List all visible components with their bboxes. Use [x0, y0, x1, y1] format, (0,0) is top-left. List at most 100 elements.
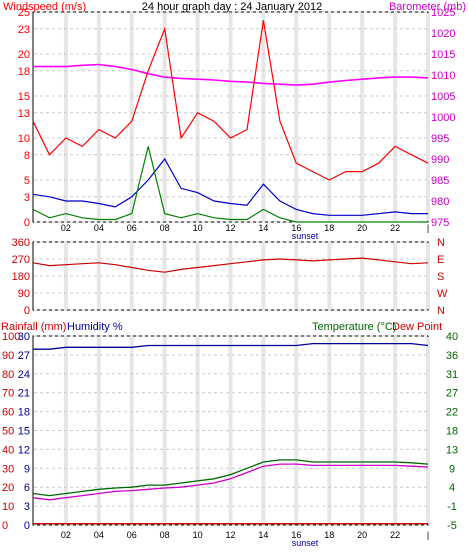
x-tick-label: 10: [193, 223, 203, 233]
x-tick-label: 18: [324, 530, 334, 540]
windspeed-tick-label: 23: [18, 24, 30, 36]
rain-tick-label: 40: [2, 444, 14, 456]
humidity-axis-label: Humidity %: [67, 321, 123, 333]
wind-direction-panel: 0 N 90 W 180 S 270 E 360 N: [12, 237, 448, 317]
windspeed-tick-label: 0: [24, 217, 30, 229]
x-tick-label: 12: [225, 223, 235, 233]
barometer-tick-label: 1010: [431, 70, 455, 82]
temperature-tick-label: 9: [449, 463, 455, 475]
temperature-tick-label: -1: [447, 501, 457, 513]
rain-tick-label: 60: [2, 407, 14, 419]
compass-label: N: [437, 305, 445, 317]
hour-gridline: [163, 13, 167, 221]
x-tick-label: 08: [160, 223, 170, 233]
hour-gridline: [327, 13, 331, 221]
temperature-tick-label: 36: [446, 350, 458, 362]
rain-tick-label: 80: [2, 369, 14, 381]
windspeed-tick-label: 13: [18, 108, 30, 120]
humidity-tick-label: 21: [18, 388, 30, 400]
hour-gridline: [229, 243, 233, 309]
temperature-tick-label: 13: [446, 444, 458, 456]
hour-gridline: [261, 13, 265, 221]
humidity-tick-label: 15: [18, 426, 30, 438]
temp-humidity-panel: 0 0 -5 10 3 -1 20 6 4 30 9 9 40 12 13 50 15 18 60 18 22 70 21 2…: [1, 321, 458, 548]
hour-gridline: [64, 13, 68, 221]
windspeed-tick-label: 8: [24, 150, 30, 162]
direction-tick-label: 0: [24, 305, 30, 317]
x-tick-label: 08: [160, 530, 170, 540]
dewpoint-axis-label: Dew Point: [392, 321, 442, 333]
barometer-tick-label: 985: [431, 175, 449, 187]
hour-gridline: [196, 13, 200, 221]
x-tick-label: 04: [94, 223, 104, 233]
temperature-tick-label: -5: [447, 520, 457, 532]
barometer-axis-label: Barometer (mb): [389, 1, 466, 13]
rain-tick-label: 90: [2, 350, 14, 362]
rain-tick-label: 10: [2, 501, 14, 513]
hour-gridline: [229, 337, 233, 524]
barometer-tick-label: 975: [431, 217, 449, 229]
x-tick-label: |: [427, 530, 429, 540]
compass-label: S: [437, 271, 444, 283]
rain-tick-label: 70: [2, 388, 14, 400]
temperature-axis-label: Temperature (°C): [312, 321, 396, 333]
rain-tick-label: 30: [2, 463, 14, 475]
humidity-tick-label: 9: [24, 463, 30, 475]
x-tick-label: |: [427, 223, 429, 233]
barometer-tick-label: 1005: [431, 91, 455, 103]
temperature-tick-label: 27: [446, 388, 458, 400]
direction-tick-label: 360: [12, 237, 30, 249]
x-tick-label: 12: [225, 530, 235, 540]
rain-tick-label: 50: [2, 426, 14, 438]
barometer-tick-label: 995: [431, 133, 449, 145]
hour-gridline: [360, 13, 364, 221]
barometer-tick-label: 1020: [431, 28, 455, 40]
x-tick-label: 02: [61, 223, 71, 233]
humidity-tick-label: 3: [24, 501, 30, 513]
barometer-tick-label: 1015: [431, 49, 455, 61]
windspeed-axis-label: Windspeed (m/s): [3, 1, 86, 13]
humidity-tick-label: 24: [18, 369, 30, 381]
x-tick-label: 22: [390, 530, 400, 540]
compass-label: W: [437, 288, 448, 300]
rainfall-axis-label: Rainfall (mm): [1, 321, 66, 333]
x-tick-label: 10: [193, 530, 203, 540]
compass-label: E: [437, 254, 444, 266]
x-tick-label: 14: [258, 223, 268, 233]
humidity-tick-label: 0: [24, 520, 30, 532]
sunset-label-bottom: sunset: [292, 538, 319, 548]
windspeed-tick-label: 15: [18, 91, 30, 103]
temperature-tick-label: 18: [446, 426, 458, 438]
windspeed-tick-label: 10: [18, 133, 30, 145]
direction-tick-label: 180: [12, 271, 30, 283]
direction-tick-label: 270: [12, 254, 30, 266]
wind-barometer-panel: 0358101315182023259759809859909951000100…: [3, 1, 466, 241]
humidity-tick-label: 6: [24, 482, 30, 494]
humidity-tick-label: 27: [18, 350, 30, 362]
direction-tick-label: 90: [18, 288, 30, 300]
hour-gridline: [393, 13, 397, 221]
hour-gridline: [97, 13, 101, 221]
x-tick-label: 18: [324, 223, 334, 233]
x-tick-label: 04: [94, 530, 104, 540]
rain-tick-label: 0: [2, 520, 8, 532]
temperature-tick-label: 31: [446, 369, 458, 381]
temperature-tick-label: 22: [446, 407, 458, 419]
x-tick-label: 22: [390, 223, 400, 233]
temperature-tick-label: 4: [449, 482, 455, 494]
barometer-tick-label: 980: [431, 196, 449, 208]
humidity-tick-label: 12: [18, 444, 30, 456]
chart-title: 24 hour graph day : 24 January 2012: [142, 1, 322, 13]
hour-gridline: [294, 13, 298, 221]
hour-gridline: [229, 13, 233, 221]
x-tick-label: 06: [127, 530, 137, 540]
windspeed-tick-label: 5: [24, 175, 30, 187]
barometer-tick-label: 990: [431, 154, 449, 166]
hour-gridline: [426, 13, 430, 221]
barometer-tick-label: 1000: [431, 112, 455, 124]
rain-tick-label: 20: [2, 482, 14, 494]
windspeed-tick-label: 3: [24, 192, 30, 204]
sunset-label: sunset: [292, 231, 319, 241]
compass-label: N: [437, 237, 445, 249]
